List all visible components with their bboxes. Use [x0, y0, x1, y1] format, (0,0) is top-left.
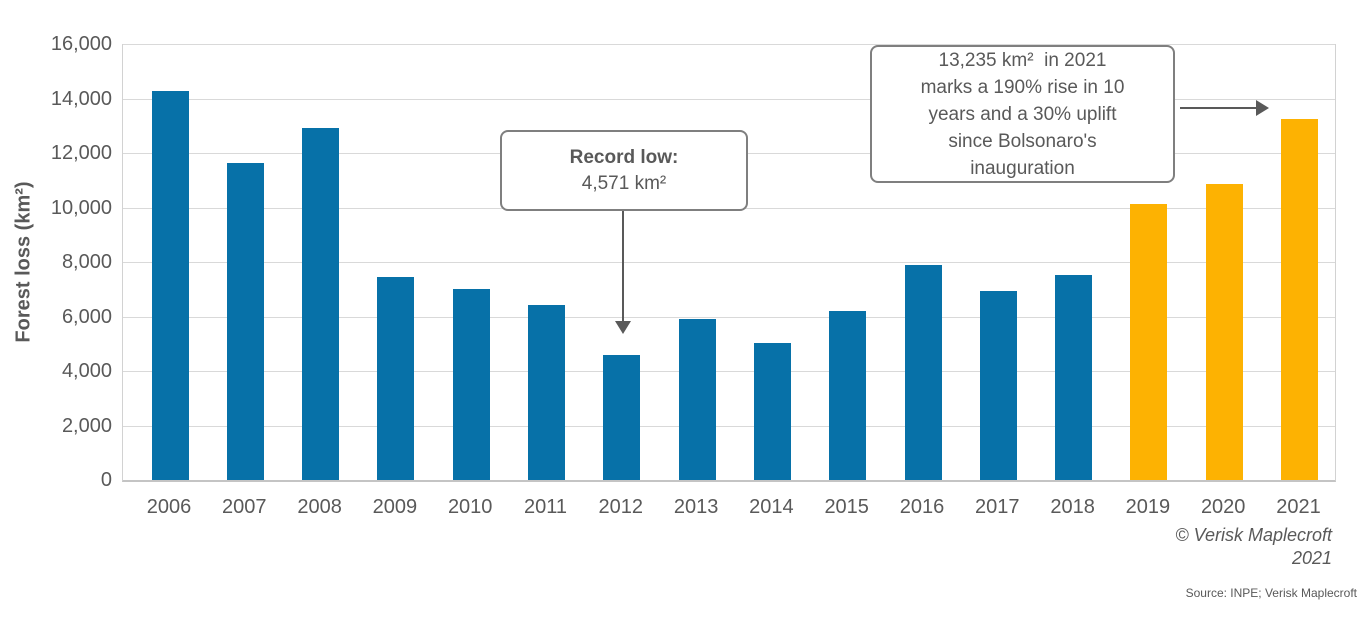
bar-2014: [753, 343, 791, 480]
x-tick-label-2011: 2011: [523, 496, 567, 518]
arrow-right-head-icon: [1256, 100, 1269, 116]
annotation-2021-rise-line: since Bolsonaro's: [948, 130, 1097, 152]
bar-2020: [1205, 184, 1243, 480]
x-tick-label-2019: 2019: [1125, 496, 1171, 518]
bar-2015: [829, 310, 867, 480]
arrow-down-line-to-2012-bar: [622, 211, 624, 321]
copyright-attribution: © Verisk Maplecroft 2021: [1175, 524, 1332, 570]
y-tick-label-16000: 16,000: [50, 33, 112, 55]
bar-2010: [452, 289, 490, 480]
arrow-down-head-icon: [615, 321, 631, 334]
bar-2013: [678, 319, 716, 480]
x-tick-label-2012: 2012: [598, 496, 644, 518]
gridline-16000: [123, 44, 1335, 45]
bar-2011: [528, 305, 565, 480]
bar-2018: [1055, 274, 1093, 480]
gridline-8000: [123, 262, 1335, 263]
bar-2009: [377, 276, 415, 480]
annotation-record-low-value: 4,571 km²: [581, 172, 667, 194]
arrow-right-line-to-2021-bar: [1180, 107, 1256, 109]
bar-2016: [904, 264, 942, 480]
y-tick-label-4000: 4,000: [61, 360, 112, 382]
annotation-2021-rise: 13,235 km² in 2021 marks a 190% rise in …: [870, 45, 1175, 183]
gridline-14000: [123, 98, 1335, 100]
annotation-2021-rise-line: inauguration: [970, 157, 1075, 179]
x-tick-label-2018: 2018: [1050, 496, 1095, 518]
copyright-line-2: 2021: [1291, 548, 1332, 568]
bar-2008: [302, 128, 340, 480]
x-tick-label-2009: 2009: [372, 496, 418, 518]
y-tick-label-14000: 14,000: [50, 87, 112, 110]
x-tick-label-2017: 2017: [975, 496, 1020, 518]
y-tick-label-0: 0: [100, 469, 112, 491]
y-tick-label-12000: 12,000: [50, 142, 112, 164]
x-tick-label-2014: 2014: [749, 496, 794, 518]
bar-2021: [1281, 119, 1318, 480]
bar-2019: [1130, 204, 1168, 480]
bar-2006: [151, 90, 189, 480]
plot-area: [122, 44, 1336, 482]
annotation-record-low-title: Record low:: [569, 146, 679, 168]
x-tick-label-2013: 2013: [673, 496, 719, 518]
x-tick-label-2010: 2010: [447, 496, 493, 518]
x-tick-label-2015: 2015: [824, 496, 869, 518]
annotation-2021-rise-line: marks a 190% rise in 10: [920, 76, 1125, 98]
gridline-2000: [123, 425, 1335, 427]
y-tick-label-10000: 10,000: [50, 196, 112, 219]
source-note: Source: INPE; Verisk Maplecroft: [1185, 586, 1357, 600]
x-tick-label-2008: 2008: [297, 496, 342, 518]
y-tick-label-2000: 2,000: [61, 414, 112, 437]
bar-2012: [603, 355, 641, 480]
y-tick-label-6000: 6,000: [61, 305, 112, 328]
annotation-2021-rise-line: years and a 30% uplift: [928, 103, 1117, 125]
bar-2017: [979, 290, 1017, 480]
copyright-line-1: © Verisk Maplecroft: [1175, 525, 1332, 545]
x-tick-label-2016: 2016: [899, 496, 945, 518]
gridline-6000: [123, 316, 1335, 318]
x-tick-label-2020: 2020: [1200, 496, 1246, 518]
annotation-2021-rise-line: 13,235 km² in 2021: [938, 49, 1107, 71]
x-tick-label-2007: 2007: [222, 496, 267, 518]
x-tick-label-2021: 2021: [1276, 496, 1321, 518]
gridline-4000: [123, 371, 1335, 372]
annotation-record-low: Record low: 4,571 km²: [500, 130, 748, 211]
y-tick-label-8000: 8,000: [61, 251, 112, 273]
x-tick-label-2006: 2006: [146, 496, 192, 518]
bar-2007: [226, 162, 264, 480]
